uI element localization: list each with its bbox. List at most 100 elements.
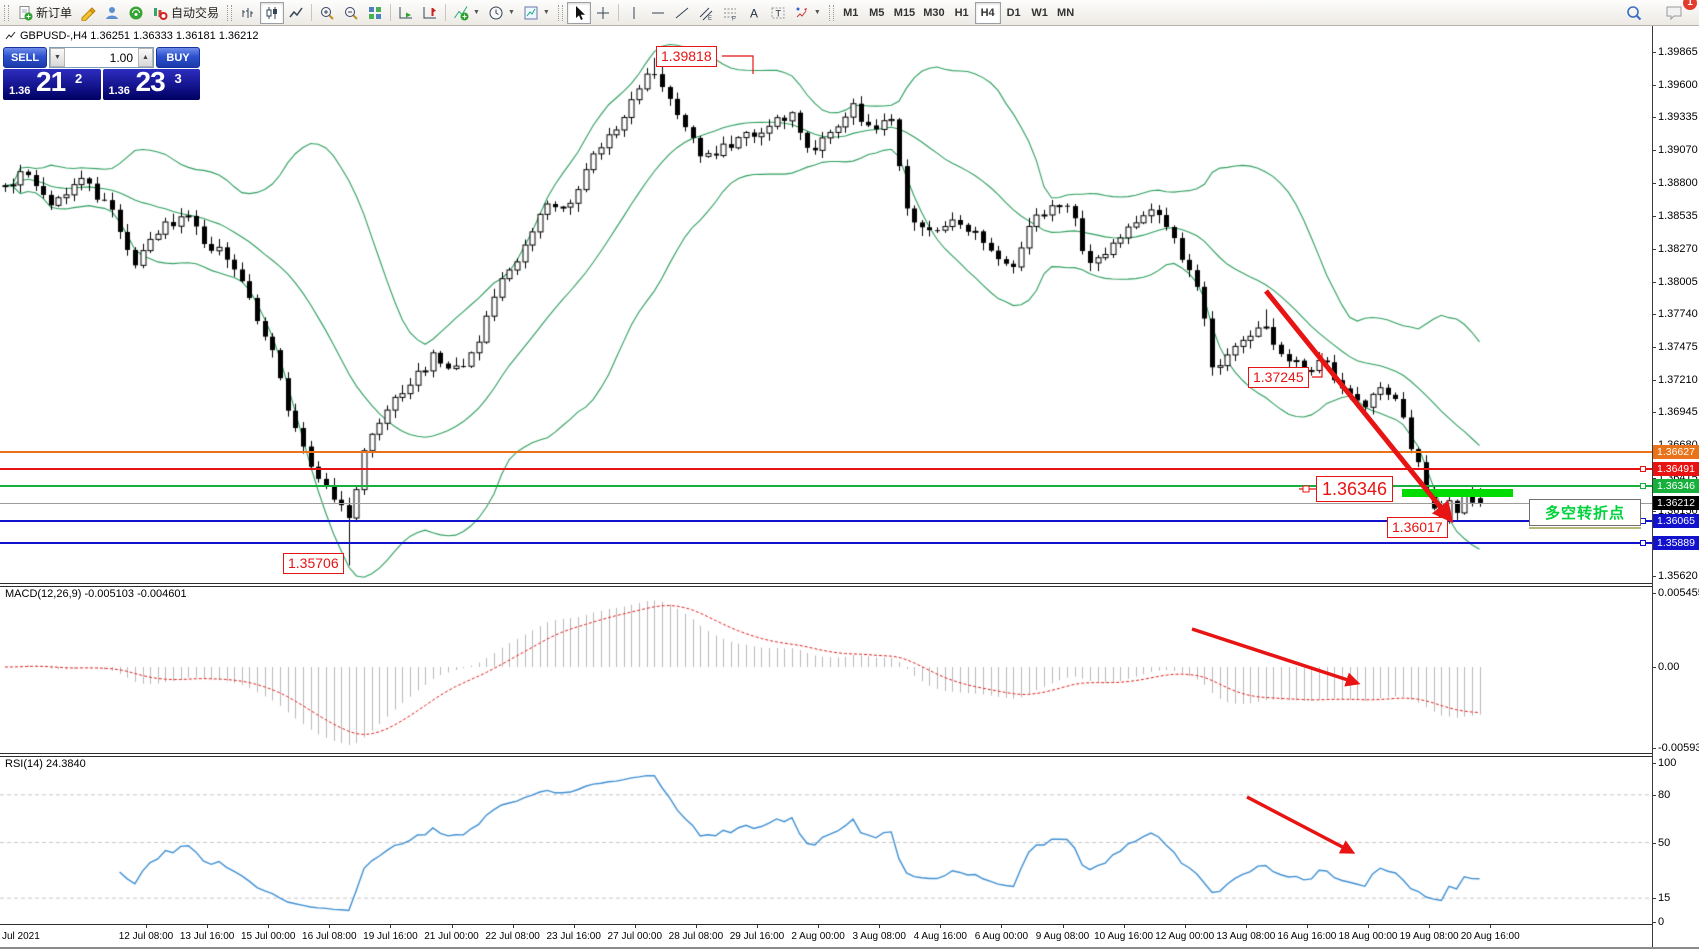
time-tickmark [512,925,514,928]
timeframe-W1[interactable]: W1 [1027,2,1053,24]
price-tag-1.36017[interactable]: 1.36017 [1387,517,1448,538]
cursor-tool-button[interactable] [566,1,591,24]
toolbar-grip[interactable] [557,4,563,21]
line-anchor[interactable] [1640,466,1646,472]
fibonacci-tool-button[interactable]: F [718,2,742,24]
horizontal-line-tool-button[interactable] [646,2,670,24]
zoom-out-button[interactable] [339,2,363,24]
arrows-tool-button[interactable]: ▼ [790,2,825,24]
price-tickmark [1652,412,1656,414]
toolbar-grip[interactable] [828,4,834,21]
auto-scroll-icon [399,6,413,18]
profile-button[interactable] [100,2,124,24]
broadcast-button[interactable] [124,2,148,24]
channel-icon: E [699,7,713,21]
new-order-button[interactable]: 新订单 [13,2,76,24]
period-selector-button[interactable]: ▼ [484,2,519,24]
line-anchor[interactable] [1640,483,1646,489]
timeframe-M5[interactable]: M5 [864,2,890,24]
candlestick-mode-button[interactable] [260,1,285,24]
auto-scroll-button[interactable] [394,2,418,24]
price-tickmark [1652,216,1656,218]
timeframe-MN[interactable]: MN [1053,2,1079,24]
text-icon: A [750,6,758,20]
chart-shift-icon [423,6,437,18]
macd-scale-label: 0.00 [1658,661,1680,673]
timeframe-D1[interactable]: D1 [1001,2,1027,24]
zoom-in-button[interactable] [315,2,339,24]
auto-trading-button[interactable]: 自动交易 [148,2,223,24]
time-tickmark [1001,925,1003,928]
one-click-trading-widget: SELL ▼ 1.00 ▲ BUY 1.36 21 2 1.36 23 3 [3,47,200,100]
horizontal-line-1.36491[interactable] [0,468,1652,470]
price-tickmark [1652,52,1656,53]
horizontal-line-1.36627[interactable] [0,451,1652,453]
price-tickmark [1652,379,1656,381]
timeframe-M15[interactable]: M15 [890,2,919,24]
price-level-badge: 1.36627 [1653,444,1699,459]
bar-chart-mode-button[interactable] [236,2,260,24]
annotation-note-box[interactable]: 多空转折点 [1529,499,1641,526]
volume-value[interactable]: 1.00 [109,51,133,65]
styler-button[interactable] [76,2,100,24]
volume-increase-button[interactable]: ▲ [138,48,153,67]
notification-badge[interactable]: 1 [1683,0,1697,10]
line-chart-mode-button[interactable] [284,2,308,24]
price-tick: 1.37210 [1658,373,1698,386]
highlight-zone-bar[interactable] [1402,489,1513,497]
toolbar-grip[interactable] [4,4,9,21]
radio-icon [129,6,143,19]
panel-separator[interactable] [0,583,1699,584]
time-tickmark [573,925,575,928]
toolbar-grip[interactable] [227,4,233,21]
add-indicator-button[interactable]: ▼ [449,2,484,24]
line-anchor[interactable] [1640,540,1646,546]
panel-separator[interactable] [0,753,1699,754]
chart-template-button[interactable]: ▼ [519,2,554,24]
crosshair-tool-button[interactable] [591,2,615,24]
text-tool-button[interactable]: A [742,2,766,24]
buy-price-display[interactable]: 1.36 23 3 [102,66,200,100]
time-tickmark [757,925,758,928]
rsi-tickmark [1652,898,1656,900]
timeframe-M30[interactable]: M30 [919,2,948,24]
tile-windows-icon [369,6,382,19]
sell-price-display[interactable]: 1.36 21 2 [3,66,101,100]
timeframe-M1[interactable]: M1 [838,2,864,24]
search-icon [1627,5,1642,20]
vertical-line-tool-button[interactable] [622,2,646,24]
label-tool-button[interactable]: T [766,2,790,24]
tile-windows-button[interactable] [363,2,387,24]
timeframe-H4[interactable]: H4 [974,1,1001,24]
volume-decrease-button[interactable]: ▼ [50,48,65,67]
time-label: 28 Jul 08:00 [668,931,724,942]
time-label: 22 Jul 08:00 [485,931,540,942]
price-tickmark [1652,477,1656,479]
time-axis-separator [0,924,1699,925]
channel-tool-button[interactable]: E [694,2,718,24]
candlestick-icon [266,6,278,19]
macd-indicator-label: MACD(12,26,9) -0.005103 -0.004601 [5,588,187,600]
search-button[interactable] [1621,2,1647,24]
vertical-line-icon [633,6,635,19]
trendline-icon [675,7,689,18]
price-tick: 1.39865 [1658,46,1698,58]
price-tag-1.37245[interactable]: 1.37245 [1248,367,1309,388]
price-tickmark [1652,347,1656,349]
horizontal-line-1.35889[interactable] [0,542,1652,544]
price-tag-1.39818[interactable]: 1.39818 [656,46,717,67]
time-tickmark [390,925,392,928]
horizontal-line-1.36065[interactable] [0,520,1652,522]
sell-button[interactable]: SELL [3,47,47,68]
chevron-down-icon: ▼ [473,9,480,16]
timeframe-H1[interactable]: H1 [949,2,975,24]
price-tag-1.35706[interactable]: 1.35706 [283,553,344,574]
chat-button[interactable] [1661,2,1689,24]
trendline-tool-button[interactable] [670,2,694,24]
horizontal-line-1.36346[interactable] [0,485,1652,487]
price-tag-1.36346[interactable]: 1.36346 [1316,476,1394,502]
buy-button[interactable]: BUY [156,47,200,68]
chart-shift-button[interactable] [418,2,442,24]
auto-trading-icon [154,7,168,20]
